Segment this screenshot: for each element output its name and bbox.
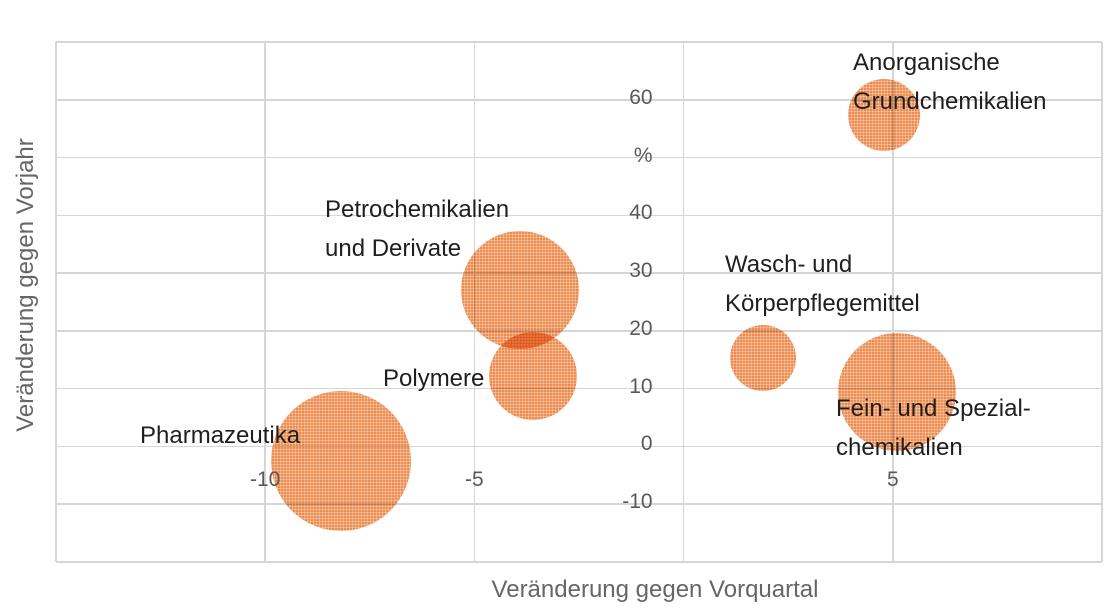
- bubble: [837, 333, 956, 452]
- y-tick-label: 10: [629, 374, 653, 398]
- gridline-horizontal: [56, 99, 1102, 101]
- gridline-vertical: [55, 42, 57, 562]
- bubble: [730, 325, 797, 392]
- bubble: [270, 390, 411, 531]
- y-tick-label: 0: [640, 432, 653, 456]
- x-tick-label: -5: [465, 468, 484, 492]
- bubble: [461, 230, 580, 349]
- gridline-horizontal: [56, 41, 1102, 43]
- bubble-label: Wasch- und Körperpflegemittel: [725, 251, 920, 317]
- bubble: [488, 331, 577, 420]
- bubble-label: Fein- und Spezial-chemikalien: [836, 395, 1031, 461]
- x-axis-title: Veränderung gegen Vorquartal: [491, 576, 819, 603]
- gridline-horizontal: [56, 503, 1102, 505]
- x-tick-label: -10: [250, 468, 281, 492]
- x-tick-label: 5: [886, 468, 899, 492]
- gridline-horizontal: [56, 214, 1102, 217]
- gridline-horizontal: [56, 272, 1102, 274]
- bubble-label: Anorganische Grundchemikalien: [853, 49, 1047, 115]
- y-tick-label: 20: [629, 316, 653, 340]
- y-tick-label: %: [633, 143, 653, 167]
- y-tick-label: 40: [629, 201, 653, 225]
- gridline-vertical: [1101, 42, 1103, 562]
- gridline-horizontal: [56, 156, 1102, 159]
- y-tick-label: 30: [629, 259, 653, 283]
- bubble-label: Pharmazeutika: [140, 422, 301, 449]
- bubble-label: Polymere: [383, 365, 485, 392]
- y-tick-label: 60: [629, 85, 653, 109]
- y-axis-title: Veränderung gegen Vorjahr: [12, 138, 39, 432]
- gridline-horizontal: [56, 330, 1102, 332]
- gridline-horizontal: [56, 561, 1102, 563]
- gridline-vertical: [264, 42, 266, 562]
- gridline-vertical: [682, 42, 685, 562]
- bubble-label: Petrochemikalien und Derivate: [325, 196, 510, 262]
- bubble: [848, 78, 921, 151]
- gridline-horizontal: [56, 387, 1102, 390]
- y-tick-label: -10: [622, 490, 653, 514]
- gridline-vertical: [892, 42, 894, 562]
- gridline-horizontal: [56, 445, 1102, 448]
